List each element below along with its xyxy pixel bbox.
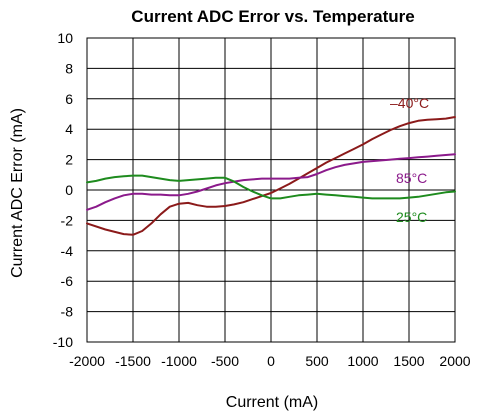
x-tick-label: 1000	[347, 353, 378, 369]
x-tick-label: -500	[211, 353, 239, 369]
series-lines	[86, 116, 456, 236]
series-line-0	[86, 116, 456, 236]
x-axis-ticks: -2000 -1500 -1000 -500 0 500 1000 1500 2000	[69, 353, 471, 369]
series-line-1	[86, 153, 456, 211]
y-tick-label: 10	[57, 30, 73, 46]
y-tick-label: 2	[65, 152, 73, 168]
x-tick-label: 1500	[393, 353, 424, 369]
grid	[86, 37, 456, 343]
series-label-2: 25°C	[396, 209, 427, 225]
x-tick-label: 500	[305, 353, 329, 369]
y-tick-label: -6	[61, 273, 74, 289]
chart-title: Current ADC Error vs. Temperature	[131, 7, 414, 26]
series-label-1: 85°C	[396, 170, 427, 186]
x-tick-label: 2000	[439, 353, 470, 369]
x-tick-label: -1000	[161, 353, 197, 369]
y-tick-label: -4	[61, 243, 74, 259]
y-tick-label: 6	[65, 91, 73, 107]
x-tick-label: -2000	[69, 353, 105, 369]
y-tick-label: 0	[65, 182, 73, 198]
y-axis-label: Current ADC Error (mA)	[9, 108, 26, 278]
x-axis-label: Current (mA)	[226, 394, 318, 411]
x-tick-label: 0	[267, 353, 275, 369]
y-tick-label: -10	[53, 334, 73, 350]
series-line-2	[86, 174, 456, 200]
x-tick-label: -1500	[115, 353, 151, 369]
y-axis-ticks: 10 8 6 4 2 0 -2 -4 -6 -8 -10	[53, 30, 73, 350]
y-tick-label: 8	[65, 60, 73, 76]
y-tick-label: -8	[61, 304, 74, 320]
y-tick-label: -2	[61, 212, 74, 228]
plot-frame	[86, 37, 456, 343]
y-tick-label: 4	[65, 121, 73, 137]
series-label-0: –40°C	[390, 95, 429, 111]
series-labels: –40°C 85°C 25°C	[390, 95, 429, 225]
